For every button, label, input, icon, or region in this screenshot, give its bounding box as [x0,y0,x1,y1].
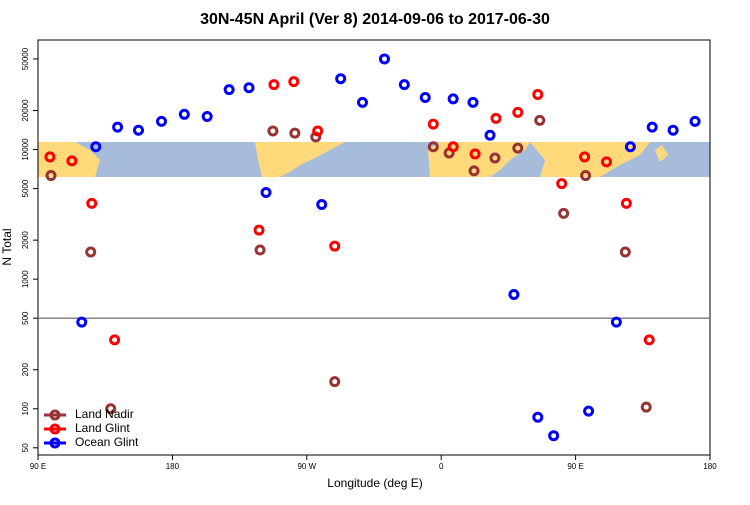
x-tick-label: 0 [439,462,444,471]
x-tick-label: 90 W [297,462,316,471]
point [254,244,266,256]
map-band [38,142,710,177]
point [155,115,167,127]
point [646,121,658,133]
point [223,84,235,96]
y-tick-label: 50000 [21,47,30,70]
y-tick-label: 20000 [21,99,30,122]
y-tick-label: 5000 [21,179,30,197]
point [112,121,124,133]
y-tick-label: 50 [21,443,30,452]
point [329,376,341,388]
y-tick-label: 500 [21,311,30,325]
legend-label: Land Nadir [75,407,134,421]
point [490,112,502,124]
point [620,197,632,209]
x-tick-label: 180 [166,462,180,471]
point [619,246,631,258]
point [447,141,459,153]
legend-marker [49,423,61,435]
point [556,178,568,190]
x-axis-label: Longitude (deg E) [327,476,422,490]
chart-title: 30N-45N April (Ver 8) 2014-09-06 to 2017… [200,11,550,28]
point [427,141,439,153]
point [44,151,56,163]
point [580,170,592,182]
y-tick-label: 100 [21,402,30,416]
point [201,110,213,122]
point [316,198,328,210]
point [419,92,431,104]
point [601,156,613,168]
point [357,96,369,108]
point [86,197,98,209]
point [469,148,481,160]
point [508,288,520,300]
point [289,127,301,139]
point [447,93,459,105]
y-axis-label: N Total [0,228,14,265]
point [532,411,544,423]
point [558,207,570,219]
y-tick-label: 1000 [21,270,30,288]
legend-label: Land Glint [75,421,130,435]
point [534,114,546,126]
point [583,405,595,417]
point [260,187,272,199]
point [667,124,679,136]
point [268,79,280,91]
point [548,430,560,442]
point [312,125,324,137]
point [489,152,501,164]
point [427,118,439,130]
point [90,141,102,153]
point [610,316,622,328]
point [45,170,57,182]
point [624,141,636,153]
point [178,108,190,120]
point [689,115,701,127]
point [105,403,117,415]
point [267,125,279,137]
point [133,124,145,136]
point [66,155,78,167]
point [512,142,524,154]
point [288,76,300,88]
y-tick-label: 2000 [21,231,30,249]
legend-marker [49,409,61,421]
point [398,79,410,91]
point [579,151,591,163]
point [243,82,255,94]
y-tick-label: 200 [21,363,30,377]
point [85,246,97,258]
point [378,53,390,65]
point [468,165,480,177]
x-tick-label: 90 E [567,462,583,471]
point [643,334,655,346]
x-tick-label: 180 [703,462,717,471]
y-tick-label: 10000 [21,138,30,161]
point [76,316,88,328]
point [467,96,479,108]
point [109,334,121,346]
point [335,73,347,85]
point [512,106,524,118]
legend-label: Ocean Glint [75,435,139,449]
x-tick-label: 90 E [30,462,46,471]
point [484,129,496,141]
point [253,224,265,236]
point [329,240,341,252]
plot-frame [37,39,711,456]
point [532,88,544,100]
point [640,401,652,413]
legend-marker [49,437,61,449]
